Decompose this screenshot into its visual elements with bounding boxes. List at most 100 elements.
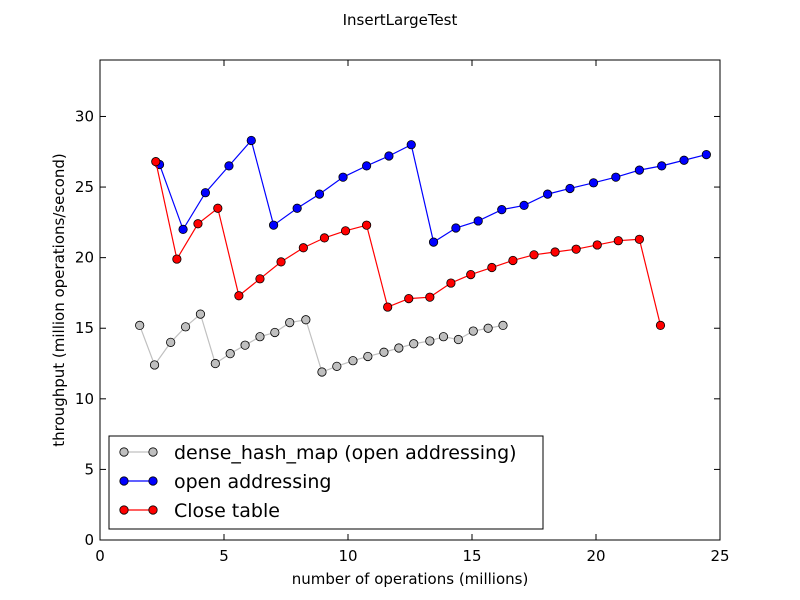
series-point-0-4 bbox=[195, 309, 206, 319]
series-point-0-10 bbox=[285, 317, 295, 328]
series-point-1-7 bbox=[314, 189, 325, 199]
series-point-1-14 bbox=[473, 216, 483, 226]
series-point-2-1 bbox=[172, 254, 182, 264]
y-tick-label: 30 bbox=[75, 107, 94, 125]
series-point-0-23 bbox=[483, 323, 493, 333]
series-point-0-1 bbox=[149, 360, 160, 370]
legend-marker-left-0 bbox=[119, 447, 129, 457]
series-point-1-11 bbox=[406, 140, 416, 150]
series-point-1-13 bbox=[451, 223, 461, 233]
series-point-0-16 bbox=[379, 347, 389, 357]
series-point-0-17 bbox=[394, 343, 404, 353]
series-point-0-13 bbox=[332, 361, 342, 371]
series-point-0-3 bbox=[180, 322, 191, 332]
series-point-1-15 bbox=[497, 205, 507, 215]
series-point-1-2 bbox=[200, 188, 210, 198]
series-point-1-6 bbox=[292, 203, 302, 213]
series-point-2-22 bbox=[613, 236, 623, 246]
series-point-1-12 bbox=[428, 237, 439, 247]
series-point-0-18 bbox=[409, 339, 419, 349]
series-point-0-20 bbox=[438, 332, 449, 342]
series-point-0-5 bbox=[210, 358, 220, 369]
series-point-2-12 bbox=[404, 293, 414, 304]
x-tick-label: 0 bbox=[95, 547, 105, 565]
series-point-1-22 bbox=[657, 161, 667, 171]
legend-marker-left-1 bbox=[119, 476, 129, 486]
series-point-1-5 bbox=[268, 220, 279, 230]
series-point-2-2 bbox=[193, 219, 203, 229]
series-point-2-19 bbox=[550, 247, 560, 257]
series-point-1-3 bbox=[224, 161, 234, 171]
x-tick-label: 5 bbox=[219, 547, 229, 565]
series-point-2-3 bbox=[213, 203, 223, 213]
series-point-2-23 bbox=[634, 234, 645, 244]
legend-marker-left-2 bbox=[119, 505, 129, 515]
y-tick-label: 20 bbox=[75, 249, 94, 267]
series-point-1-23 bbox=[679, 155, 689, 165]
series-point-0-6 bbox=[225, 349, 235, 359]
series-point-1-19 bbox=[588, 178, 599, 188]
legend-box bbox=[108, 435, 544, 530]
series-point-2-13 bbox=[425, 292, 435, 302]
legend-label-0: dense_hash_map (open addressing) bbox=[174, 442, 517, 464]
series-point-0-12 bbox=[317, 367, 327, 377]
series-point-2-6 bbox=[276, 257, 286, 267]
series-point-2-11 bbox=[383, 302, 393, 312]
legend-marker-right-0 bbox=[148, 447, 158, 457]
series-point-2-17 bbox=[508, 255, 518, 266]
series-point-2-0 bbox=[151, 157, 161, 167]
series-point-0-24 bbox=[498, 320, 508, 331]
legend-marker-right-2 bbox=[148, 505, 158, 515]
series-point-1-17 bbox=[543, 189, 553, 199]
axis-ticks: 0 5 10 15 20 25 0 5 10 15 20 25 30 bbox=[75, 60, 730, 565]
series-point-2-9 bbox=[340, 226, 351, 236]
series-point-0-15 bbox=[363, 351, 373, 362]
series-point-2-4 bbox=[234, 291, 244, 301]
series-point-0-8 bbox=[255, 332, 265, 342]
series-point-0-19 bbox=[425, 336, 435, 346]
legend: dense_hash_map (open addressing) open add… bbox=[108, 435, 544, 530]
series-point-0-9 bbox=[270, 327, 280, 338]
series-point-2-7 bbox=[298, 243, 308, 253]
legend-marker-right-1 bbox=[148, 476, 158, 486]
series-point-1-10 bbox=[384, 151, 394, 161]
series-point-0-21 bbox=[453, 334, 463, 345]
series-point-0-2 bbox=[166, 337, 176, 347]
y-tick-label: 25 bbox=[75, 178, 94, 196]
series-point-1-8 bbox=[338, 172, 348, 182]
x-tick-label: 15 bbox=[462, 547, 481, 565]
series-point-2-5 bbox=[255, 274, 265, 284]
series-point-0-11 bbox=[301, 315, 311, 325]
series-point-2-16 bbox=[487, 262, 497, 273]
series-point-0-22 bbox=[468, 326, 478, 336]
series-point-1-24 bbox=[701, 149, 711, 160]
legend-label-2: Close table bbox=[174, 500, 280, 522]
series-group bbox=[135, 135, 711, 377]
y-tick-label: 15 bbox=[75, 319, 94, 337]
series-point-1-16 bbox=[519, 200, 529, 211]
chart-title: InsertLargeTest bbox=[343, 11, 458, 29]
series-point-0-7 bbox=[240, 340, 250, 350]
series-point-1-4 bbox=[246, 135, 256, 146]
series-point-2-18 bbox=[529, 250, 539, 260]
series-point-2-20 bbox=[571, 244, 581, 254]
series-point-1-1 bbox=[178, 224, 188, 235]
x-tick-label: 25 bbox=[710, 547, 729, 565]
legend-label-1: open addressing bbox=[174, 471, 331, 493]
series-point-1-9 bbox=[361, 161, 372, 171]
series-point-1-21 bbox=[634, 165, 645, 175]
y-tick-label: 0 bbox=[84, 531, 94, 549]
series-point-2-21 bbox=[592, 240, 602, 250]
y-tick-label: 10 bbox=[75, 390, 94, 408]
series-point-2-10 bbox=[361, 220, 372, 230]
series-point-0-0 bbox=[135, 320, 145, 331]
series-point-2-14 bbox=[446, 278, 456, 288]
series-point-2-8 bbox=[319, 233, 330, 243]
x-tick-label: 20 bbox=[586, 547, 605, 565]
series-point-1-20 bbox=[611, 172, 621, 182]
series-point-0-14 bbox=[348, 356, 358, 366]
x-axis-label: number of operations (millions) bbox=[292, 570, 529, 588]
series-point-2-15 bbox=[466, 269, 476, 280]
